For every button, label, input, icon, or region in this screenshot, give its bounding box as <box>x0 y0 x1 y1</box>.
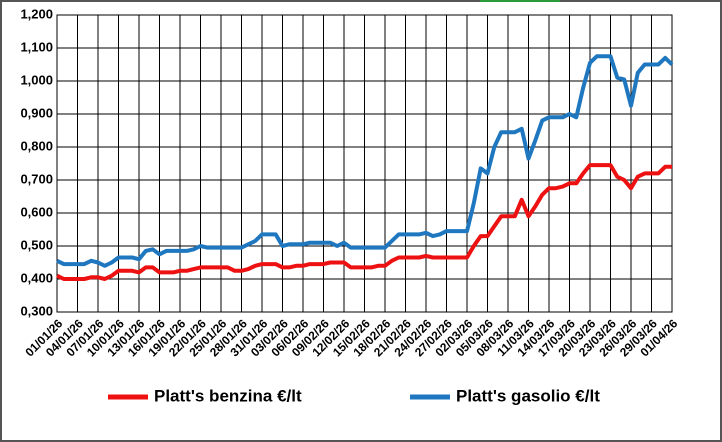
y-tick-label: 0,400 <box>20 270 53 285</box>
y-tick-label: 1,100 <box>20 39 53 54</box>
y-tick-label: 1,200 <box>20 6 53 21</box>
y-tick-label: 0,300 <box>20 303 53 318</box>
y-tick-label: 0,500 <box>20 237 53 252</box>
y-tick-label: 0,900 <box>20 105 53 120</box>
y-tick-label: 0,700 <box>20 171 53 186</box>
legend-label: Platt's benzina €/lt <box>154 386 302 405</box>
y-tick-label: 0,800 <box>20 138 53 153</box>
line-series <box>56 54 674 268</box>
y-tick-label: 1,000 <box>20 72 53 87</box>
legend-label: Platt's gasolio €/lt <box>456 386 600 405</box>
line-series <box>56 163 672 281</box>
y-tick-label: 0,600 <box>20 204 53 219</box>
top-accent <box>480 0 560 2</box>
